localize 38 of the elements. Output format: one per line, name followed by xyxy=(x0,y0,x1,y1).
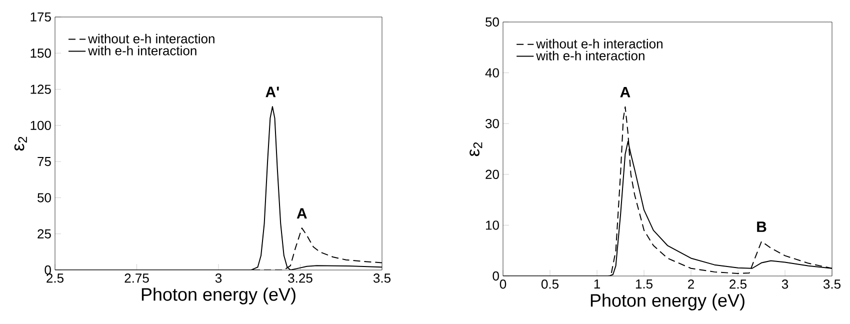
x-tick-label: 2 xyxy=(688,280,694,289)
x-tick-label: 1 xyxy=(594,280,600,288)
x-axis-title: Photon energy (eV) xyxy=(142,288,296,304)
y-tick-label: 40 xyxy=(485,68,499,78)
y-tick-label: 0 xyxy=(44,265,51,275)
y-axis-title: ε$_{2}$ xyxy=(14,136,27,151)
x-tick-label: 1.5 xyxy=(636,280,652,289)
x-tick-label: 0 xyxy=(500,280,506,289)
x-tick-label: 3 xyxy=(215,274,222,283)
y-tick-label: 10 xyxy=(486,220,499,230)
annotation: A' xyxy=(266,86,279,98)
x-axis-title: Photon energy (eV) xyxy=(590,294,744,310)
annotation: B xyxy=(757,222,766,232)
x-tick-label: 2.75 xyxy=(124,274,149,283)
y-tick-label: 30 xyxy=(486,118,499,128)
y-tick-label: 75 xyxy=(38,157,51,166)
y-tick-label: 175 xyxy=(30,12,51,22)
y-tick-label: 150 xyxy=(30,48,51,58)
y-tick-label: 50 xyxy=(38,193,51,202)
x-tick-label: 3.5 xyxy=(373,274,390,283)
legend-label: with e-h interaction xyxy=(536,50,644,60)
y-tick-label: 25 xyxy=(38,229,51,238)
x-tick-label: 2.5 xyxy=(730,280,746,289)
y-tick-label: 125 xyxy=(30,84,51,94)
x-tick-label: 3.5 xyxy=(823,280,840,289)
y-axis-title: ε$_{2}$ xyxy=(470,142,482,156)
y-tick-label: 20 xyxy=(486,170,499,179)
x-tick-label: 2.5 xyxy=(46,274,64,283)
y-tick-label: 100 xyxy=(30,120,51,130)
x-tick-label: 3.25 xyxy=(288,274,312,283)
x-tick-label: 0.5 xyxy=(541,280,558,289)
annotation: A xyxy=(620,86,630,98)
legend-label: without e-h interaction xyxy=(536,38,662,48)
y-tick-label: 50 xyxy=(486,17,499,27)
legend-label: with e-h interaction xyxy=(88,46,196,56)
x-tick-label: 3 xyxy=(782,280,788,289)
annotation: A xyxy=(296,208,307,219)
legend-label: without e-h interaction xyxy=(88,34,214,44)
